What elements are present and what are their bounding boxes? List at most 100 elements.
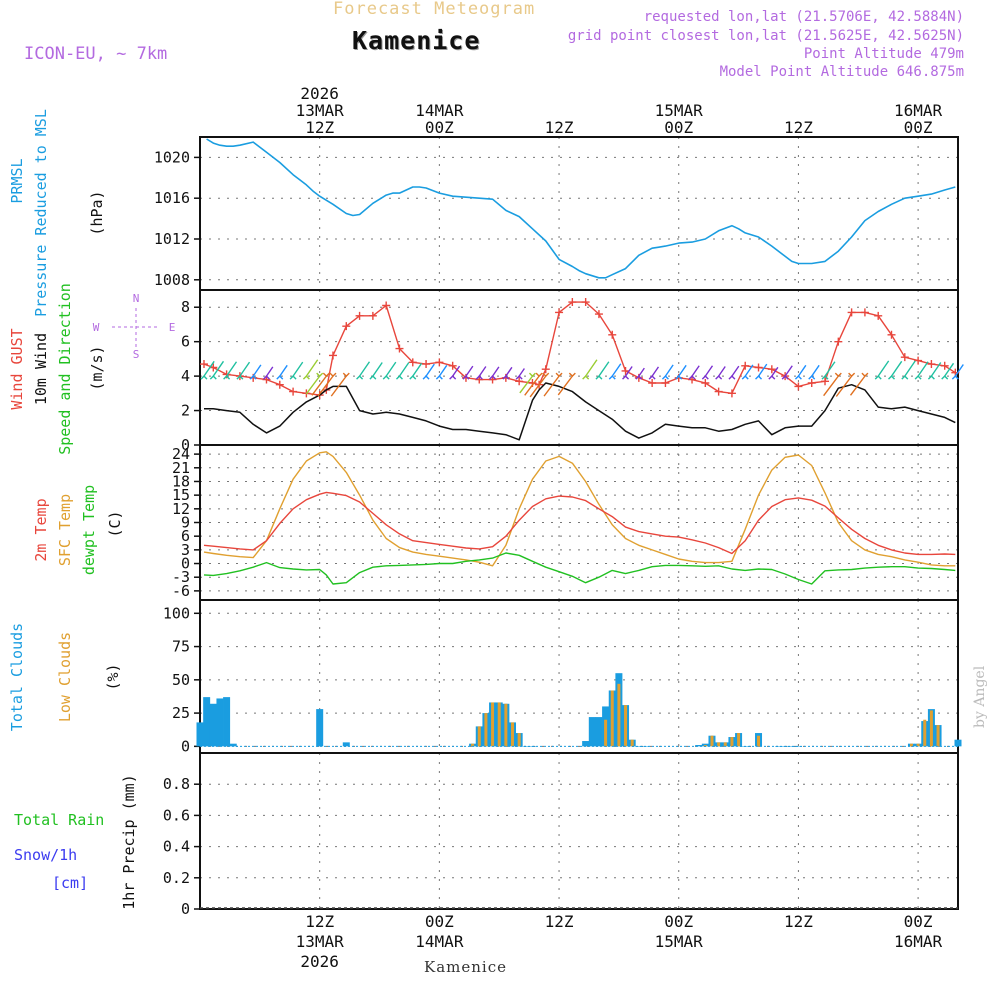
wind-arrow-head [535,372,543,378]
wind-arrow [611,363,622,377]
wind-arrow [557,375,573,396]
gust-marker [342,322,351,331]
wind-arrow-head [821,375,829,380]
xtick-label-top: 12Z [545,118,574,137]
wind-arrow-head [741,375,749,380]
ytick-label: 18 [172,472,190,490]
low-cloud-bar [617,683,621,747]
wind-arrow [529,375,547,398]
point-altitude: Point Altitude 479m [803,46,964,62]
gust-marker [422,360,431,369]
wind-arrow-head [342,372,350,378]
ytick-label: -3 [172,568,190,586]
wind-arrow [239,361,251,377]
xtick-label-bottom: 00Z [904,912,933,931]
grid-point: grid point closest lon,lat (21.5625E, 42… [567,28,964,44]
wind-arrow-head [768,375,776,380]
ytick-label: 24 [172,445,190,463]
low-cloud-bar [710,735,714,747]
label-sfc-temp: SFC Temp [56,494,74,566]
wind-arrow-head [582,375,590,380]
gust-marker [887,330,896,339]
gust-marker [914,356,923,365]
low-cloud-bar [916,743,920,747]
gust-marker [355,311,364,320]
wind-arrow-head [635,375,643,380]
gust-marker [661,379,670,387]
wind-arrow-head [200,375,208,380]
ytick-label: 1020 [154,148,190,166]
wind-arrow [311,375,327,396]
ytick-label: 50 [172,671,190,689]
ytick-label: 1012 [154,230,190,248]
xtick-label-bottom: 12Z [545,912,574,931]
xtick-label-top: 00Z [425,118,454,137]
label-snow: Snow/1h [14,846,77,864]
low-cloud-bar [471,743,475,747]
wind-arrow [305,375,321,395]
label-celsius: (C) [106,510,124,537]
wind-arrow-head [834,372,842,378]
low-cloud-bar [630,739,634,747]
low-cloud-bar [737,733,741,747]
wind-arrow-head [395,375,403,380]
gust-marker [767,365,776,374]
ytick-label: 12 [172,500,190,518]
ytick-label: 1008 [154,271,190,289]
gust-marker [714,387,723,396]
wind-arrow-head [449,375,457,380]
wind-arrow [372,362,383,377]
gust-marker [608,330,617,339]
wind-arrow-head [555,372,563,378]
wind-arrow [465,365,474,377]
wind-arrow [823,375,839,397]
total-cloud-bar [588,717,596,747]
requested-point: requested lon,lat (21.5706E, 42.5884N) [643,9,964,25]
gust-marker [648,379,657,387]
xtick-label-top: 12Z [784,118,813,137]
wind-arrow [398,362,410,377]
xtick-label-bottom: 13MAR [296,932,345,951]
xtick-label-bottom: 00Z [664,912,693,931]
wind-arrow [917,361,929,377]
model-name: ICON-EU, ~ 7km [24,44,168,64]
low-cloud-bar [909,743,913,747]
gust-marker [435,358,444,367]
wind-arrow-head [236,375,244,380]
wind-arrow [385,361,397,377]
wind-arrow-head [675,375,683,380]
gust-marker [395,344,404,353]
label-total-clouds: Total Clouds [8,623,26,731]
gust-marker [927,360,936,369]
wind-arrow-head [382,375,390,380]
wind-arrow [305,359,319,377]
gust-marker [275,380,284,389]
wind-arrow-head [794,375,802,380]
direction-key-n: N [133,292,140,305]
gust-marker [807,379,816,387]
location-title: Kamenice [352,26,481,55]
low-cloud-bar [517,733,521,747]
label-ms: (m/s) [88,345,106,390]
low-cloud-bar [484,713,488,747]
wind-arrow-head [502,375,510,380]
gust-marker [408,358,417,367]
gust-marker [555,308,564,317]
wind-arrow [279,364,288,377]
wind-arrow [359,361,371,377]
wind-arrow-head [608,375,616,380]
wind-arrow-head [927,375,935,380]
ytick-label: 15 [172,486,190,504]
label-precip: 1hr Precip (mm) [120,774,138,909]
sfc-temp-line [203,451,956,567]
xtick-label-top: 13MAR [296,101,345,120]
wind-arrow [598,361,610,377]
total-cloud-bar [216,698,224,747]
wind-arrow-head [528,372,536,378]
wind-arrow-head [901,375,909,380]
gust-marker [568,298,577,307]
wind-arrow [585,359,598,377]
xtick-label-top: 16MAR [894,101,943,120]
wind-arrow [543,375,560,397]
wind-speed-line [204,382,956,441]
